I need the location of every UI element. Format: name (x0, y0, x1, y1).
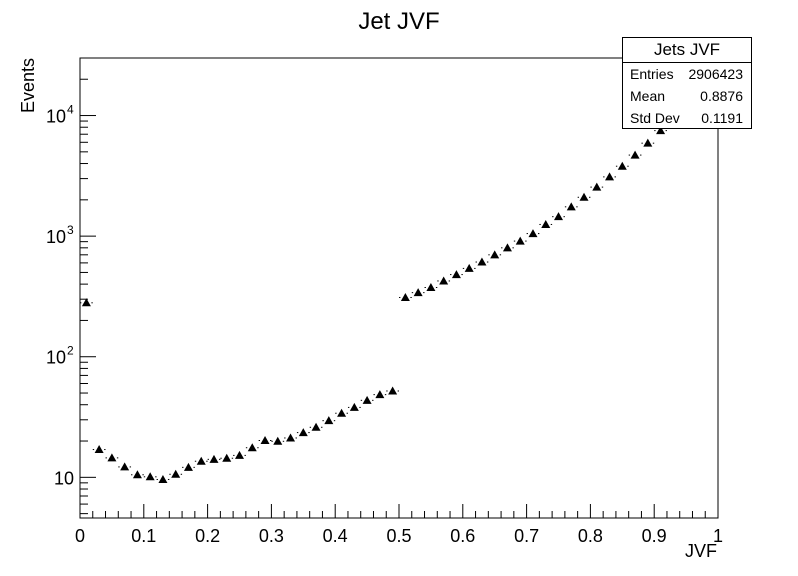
data-point-triangle (656, 126, 666, 135)
y-tick-exponent: 3 (67, 223, 74, 237)
data-point-triangle (324, 416, 334, 425)
data-point-triangle (388, 386, 398, 395)
x-tick-label: 0.4 (323, 526, 348, 546)
x-tick-label: 0.3 (259, 526, 284, 546)
data-point-triangle (209, 454, 219, 463)
data-point-triangle (413, 288, 423, 297)
data-point-triangle (451, 270, 461, 279)
x-tick-label: 0.8 (578, 526, 603, 546)
data-point-triangle (439, 276, 449, 285)
stats-label: Std Dev (630, 110, 680, 126)
stats-box-title: Jets JVF (623, 38, 751, 63)
x-axis-label: JVF (685, 541, 717, 561)
data-point-triangle (247, 443, 257, 452)
data-point-triangle (132, 470, 142, 479)
stats-row-stddev: Std Dev 0.1191 (623, 107, 751, 129)
data-point-triangle (605, 172, 615, 181)
data-point-triangle (94, 445, 104, 454)
data-point-triangle (566, 202, 576, 211)
y-tick-label: 10 (46, 227, 66, 247)
y-tick-label: 10 (54, 468, 74, 488)
data-point-triangle (298, 428, 308, 437)
data-point-triangle (107, 453, 117, 462)
data-point-triangle (260, 436, 270, 445)
x-axis: 0 0.1 0.2 0.3 0.4 0.5 0.6 0.7 0.8 0.9 1 (75, 504, 723, 546)
chart-title: Jet JVF (358, 8, 440, 35)
data-point-triangle (426, 283, 436, 292)
stats-box: Jets JVF Entries 2906423 Mean 0.8876 Std… (622, 37, 752, 129)
data-point-triangle (222, 453, 232, 462)
data-point-triangle (362, 395, 372, 404)
x-tick-label: 0.1 (131, 526, 156, 546)
x-tick-label: 1 (713, 526, 723, 546)
data-point-triangle (183, 462, 193, 471)
data-point-triangle (286, 433, 296, 442)
data-point-triangle (158, 474, 168, 483)
data-point-triangle (400, 292, 410, 301)
data-point-triangle (273, 436, 283, 445)
data-series (80, 126, 667, 483)
x-tick-label: 0.6 (450, 526, 475, 546)
data-point-triangle (464, 263, 474, 272)
stats-label: Entries (630, 66, 674, 82)
stats-row-entries: Entries 2906423 (623, 63, 751, 85)
data-point-triangle (541, 219, 551, 228)
data-point-triangle (337, 408, 347, 417)
data-point-triangle (349, 402, 359, 411)
y-tick-label: 10 (46, 107, 66, 127)
data-point-triangle (477, 257, 487, 266)
data-point-triangle (311, 422, 321, 431)
data-point-triangle (515, 236, 525, 245)
stats-value: 0.8876 (700, 88, 743, 104)
stats-value: 2906423 (688, 66, 743, 82)
data-point-triangle (579, 192, 589, 201)
stats-label: Mean (630, 88, 666, 104)
x-tick-label: 0.9 (642, 526, 667, 546)
data-point-triangle (490, 250, 500, 259)
stats-row-mean: Mean 0.8876 (623, 85, 751, 107)
x-tick-label: 0.2 (195, 526, 220, 546)
x-tick-label: 0 (75, 526, 85, 546)
data-point-triangle (630, 150, 640, 159)
stats-value: 0.1191 (701, 110, 743, 126)
y-tick-label: 10 (46, 348, 66, 368)
data-point-triangle (643, 138, 653, 147)
y-axis-label: Events (18, 58, 38, 113)
data-point-triangle (592, 182, 602, 191)
y-tick-exponent: 2 (67, 344, 74, 358)
data-point-triangle (528, 229, 538, 238)
data-point-triangle (81, 298, 91, 307)
data-point-triangle (196, 456, 206, 465)
data-point-triangle (554, 212, 563, 221)
data-point-triangle (120, 462, 130, 471)
x-tick-label: 0.7 (514, 526, 539, 546)
data-point-triangle (617, 161, 627, 170)
data-point-triangle (171, 469, 181, 478)
x-tick-label: 0.5 (386, 526, 411, 546)
data-point-triangle (235, 450, 244, 459)
data-point-triangle (502, 243, 512, 252)
y-tick-exponent: 4 (67, 103, 74, 117)
data-point-triangle (375, 390, 385, 399)
data-point-triangle (145, 472, 155, 481)
